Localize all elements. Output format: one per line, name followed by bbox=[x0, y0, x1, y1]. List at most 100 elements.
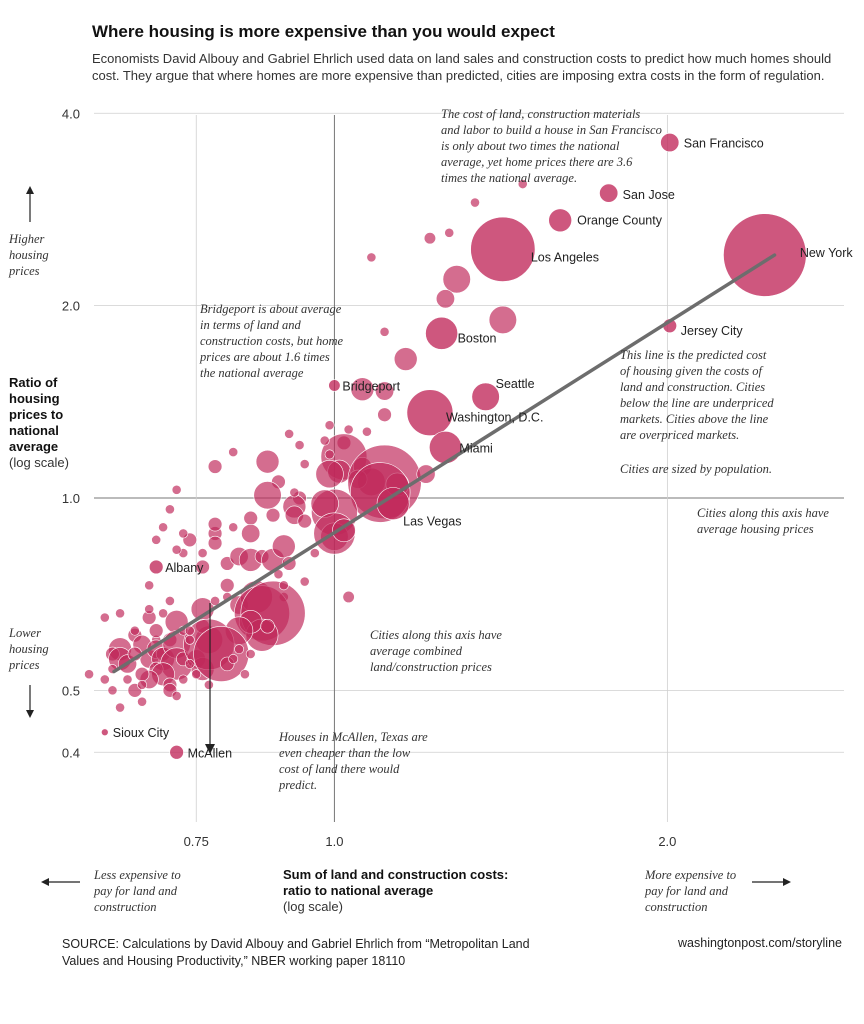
city-bubble-orange-county bbox=[548, 208, 572, 233]
city-bubble bbox=[228, 654, 239, 664]
city-label: Miami bbox=[459, 441, 492, 455]
city-bubble bbox=[220, 578, 235, 593]
city-label: Washington, D.C. bbox=[446, 411, 544, 425]
city-bubble bbox=[207, 459, 223, 474]
annotation-vertical-axis: land/construction prices bbox=[370, 660, 492, 674]
city-label: Seattle bbox=[496, 377, 535, 391]
city-bubble-new-york bbox=[723, 213, 807, 297]
city-label: San Francisco bbox=[684, 137, 764, 151]
y-axis-title: Ratio of bbox=[9, 375, 58, 390]
x-tick-label: 1.0 bbox=[325, 834, 343, 849]
city-bubble bbox=[442, 265, 471, 294]
city-bubble bbox=[253, 481, 282, 510]
x-low-note: pay for land and bbox=[93, 884, 178, 898]
x-high-note: More expensive to bbox=[644, 868, 736, 882]
city-bubble bbox=[444, 227, 455, 238]
city-bubble bbox=[435, 289, 455, 309]
annotation-bridgeport: Bridgeport is about average bbox=[200, 302, 342, 316]
city-bubble bbox=[423, 232, 436, 245]
x-low-note: construction bbox=[94, 900, 157, 914]
city-bubble bbox=[324, 449, 335, 460]
city-bubble bbox=[184, 659, 195, 669]
city-bubble-san-jose bbox=[599, 183, 619, 203]
city-bubble bbox=[243, 510, 258, 526]
city-bubble bbox=[184, 634, 195, 645]
city-bubble bbox=[171, 484, 182, 495]
right-arrow-head bbox=[783, 878, 791, 886]
city-bubble bbox=[129, 625, 140, 636]
city-bubble bbox=[137, 696, 147, 707]
mcallen-arrow-head bbox=[205, 744, 215, 754]
y-axis-title: housing bbox=[9, 391, 60, 406]
city-label: Orange County bbox=[577, 213, 663, 227]
y-axis-title: average bbox=[9, 439, 58, 454]
annotation-san-francisco: The cost of land, construction materials bbox=[441, 107, 640, 121]
city-bubble bbox=[234, 644, 245, 655]
city-bubble bbox=[297, 513, 312, 529]
city-bubble-seattle bbox=[471, 382, 500, 411]
city-bubble bbox=[350, 377, 375, 402]
y-axis-subtitle: (log scale) bbox=[9, 455, 69, 470]
city-bubble bbox=[265, 507, 281, 523]
city-bubble bbox=[309, 548, 320, 558]
y-low-note: prices bbox=[8, 658, 40, 672]
city-bubble bbox=[144, 580, 155, 591]
city-label: Las Vegas bbox=[403, 515, 461, 529]
annotation-bridgeport: in terms of land and bbox=[200, 318, 301, 332]
annotation-trend-line: This line is the predicted cost bbox=[620, 348, 767, 362]
up-arrow-head bbox=[26, 186, 34, 194]
city-bubble bbox=[178, 674, 189, 685]
annotation-san-francisco: average, yet home prices there are 3.6 bbox=[441, 155, 633, 169]
annotation-bridgeport: prices are about 1.6 times bbox=[199, 350, 330, 364]
y-high-note: housing bbox=[9, 248, 49, 262]
y-low-note: Lower bbox=[8, 626, 41, 640]
city-bubble-albany bbox=[148, 559, 164, 575]
credit-link[interactable]: washingtonpost.com/storyline bbox=[678, 936, 842, 950]
y-low-note: housing bbox=[9, 642, 49, 656]
city-label: Boston bbox=[458, 331, 497, 345]
trend-line bbox=[112, 253, 777, 674]
x-axis-title: Sum of land and construction costs: bbox=[283, 867, 508, 882]
city-bubble bbox=[245, 649, 256, 659]
city-bubble bbox=[137, 679, 147, 690]
annotation-trend-line: land and construction. Cities bbox=[620, 380, 765, 394]
city-bubble bbox=[99, 674, 110, 685]
y-high-note: prices bbox=[8, 264, 40, 278]
source-note: SOURCE: Calculations by David Albouy and… bbox=[62, 937, 530, 968]
city-bubble bbox=[366, 252, 377, 263]
city-bubble bbox=[134, 666, 150, 682]
city-bubble-san-francisco bbox=[660, 133, 680, 153]
city-bubble-las-vegas bbox=[376, 487, 410, 521]
chart-subtitle: Economists David Albouy and Gabriel Ehrl… bbox=[92, 51, 832, 83]
city-bubble bbox=[158, 522, 169, 533]
city-bubble bbox=[195, 559, 210, 575]
city-bubble-washington-d-c- bbox=[406, 389, 454, 436]
annotation-trend-line: below the line are underpriced bbox=[620, 396, 774, 410]
city-bubble-bridgeport bbox=[328, 379, 341, 392]
city-bubble bbox=[171, 544, 182, 555]
city-bubble bbox=[178, 528, 189, 539]
city-bubble bbox=[375, 381, 395, 401]
city-bubble bbox=[148, 623, 164, 638]
city-bubble bbox=[151, 534, 162, 545]
city-label: Albany bbox=[165, 561, 204, 575]
city-label: Sioux City bbox=[113, 726, 170, 740]
city-bubble bbox=[343, 424, 354, 435]
city-bubble bbox=[393, 347, 418, 371]
city-bubble bbox=[299, 576, 310, 587]
city-label: Bridgeport bbox=[342, 379, 400, 393]
annotation-bridgeport: construction costs, but home bbox=[200, 334, 343, 348]
annotation-vertical-axis: Cities along this axis have bbox=[370, 628, 502, 642]
city-bubble bbox=[278, 580, 289, 591]
x-axis-subtitle: (log scale) bbox=[283, 899, 343, 914]
annotation-san-francisco: and labor to build a house in San Franci… bbox=[441, 123, 662, 137]
city-label: San Jose bbox=[623, 188, 675, 202]
city-bubble bbox=[84, 669, 94, 680]
y-tick-label: 1.0 bbox=[62, 491, 80, 506]
city-bubble-miami bbox=[429, 431, 462, 464]
x-high-note: construction bbox=[645, 900, 708, 914]
annotation-mcallen: predict. bbox=[278, 778, 317, 792]
y-tick-label: 0.5 bbox=[62, 683, 80, 698]
annotation-mcallen: even cheaper than the low bbox=[279, 746, 411, 760]
x-low-note: Less expensive to bbox=[93, 868, 181, 882]
